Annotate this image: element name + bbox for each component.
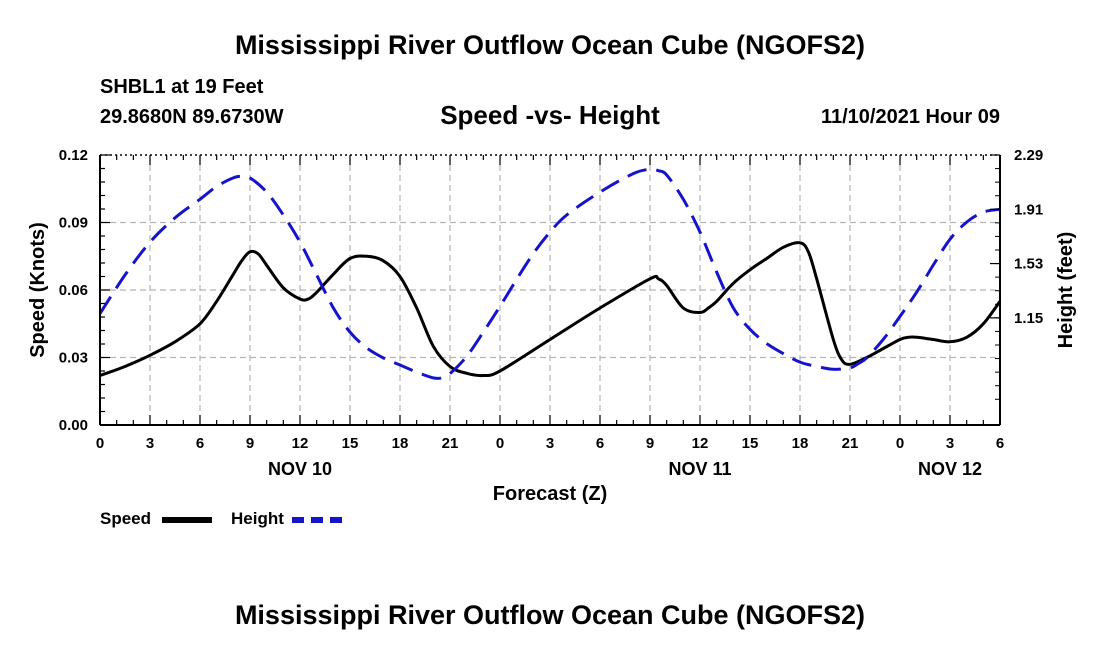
axis-labels: Forecast (Z) Speed (Knots) Height (feet)…: [27, 147, 1077, 505]
footer-title: Mississippi River Outflow Ocean Cube (NG…: [234, 600, 866, 630]
x-tick-label: 9: [246, 435, 254, 452]
legend-height-swatch: [292, 517, 342, 523]
x-tick-label: 15: [742, 435, 759, 452]
x-tick-label: 21: [842, 435, 859, 452]
legend-height-label: Height: [231, 509, 284, 528]
coordinates-label: 29.8680N 89.6730W: [100, 106, 284, 128]
series-lines: [98, 167, 1002, 380]
grid-lines: [100, 155, 1000, 425]
x-tick-label: 0: [496, 435, 504, 452]
y-tick-label: 0.06: [59, 282, 88, 299]
x-tick-label: 0: [96, 435, 104, 452]
chart-subtitle: Speed -vs- Height: [440, 100, 660, 130]
x-axis-title: Forecast (Z): [493, 483, 607, 505]
x-tick-label: 0: [896, 435, 904, 452]
legend-speed-swatch: [162, 517, 212, 523]
x-tick-label: 6: [196, 435, 204, 452]
x-tick-label: 3: [946, 435, 954, 452]
x-day-label: NOV 11: [668, 459, 731, 479]
x-tick-label: 15: [342, 435, 359, 452]
y2-tick-label: 1.53: [1014, 256, 1043, 273]
x-tick-label: 12: [692, 435, 709, 452]
legend-speed-label: Speed: [100, 509, 152, 528]
x-tick-label: 3: [146, 435, 154, 452]
y-tick-label: 0.03: [59, 350, 88, 367]
y2-tick-label: 1.91: [1014, 201, 1043, 218]
x-tick-label: 9: [646, 435, 654, 452]
x-tick-label: 6: [996, 435, 1004, 452]
y-tick-label: 0.12: [59, 147, 88, 164]
series-line-height: [98, 167, 1001, 380]
y2-axis-title: Height (feet): [1055, 232, 1077, 349]
x-tick-label: 3: [546, 435, 554, 452]
x-day-label: NOV 10: [268, 459, 332, 479]
station-label: SHBL1 at 19 Feet: [100, 76, 264, 98]
x-tick-label: 21: [442, 435, 459, 452]
x-tick-label: 18: [392, 435, 409, 452]
axes: [99, 154, 1001, 426]
y-tick-label: 0.09: [59, 215, 88, 232]
x-day-label: NOV 12: [918, 459, 982, 479]
y2-tick-label: 1.15: [1014, 310, 1043, 327]
x-tick-label: 6: [596, 435, 604, 452]
y-axis-title: Speed (Knots): [27, 222, 49, 358]
x-tick-label: 18: [792, 435, 809, 452]
datetime-label: 11/10/2021 Hour 09: [820, 106, 1000, 128]
x-tick-label: 12: [292, 435, 309, 452]
y-tick-label: 0.00: [59, 417, 88, 434]
y2-tick-label: 2.29: [1014, 147, 1043, 164]
page-title: Mississippi River Outflow Ocean Cube (NG…: [234, 30, 866, 60]
